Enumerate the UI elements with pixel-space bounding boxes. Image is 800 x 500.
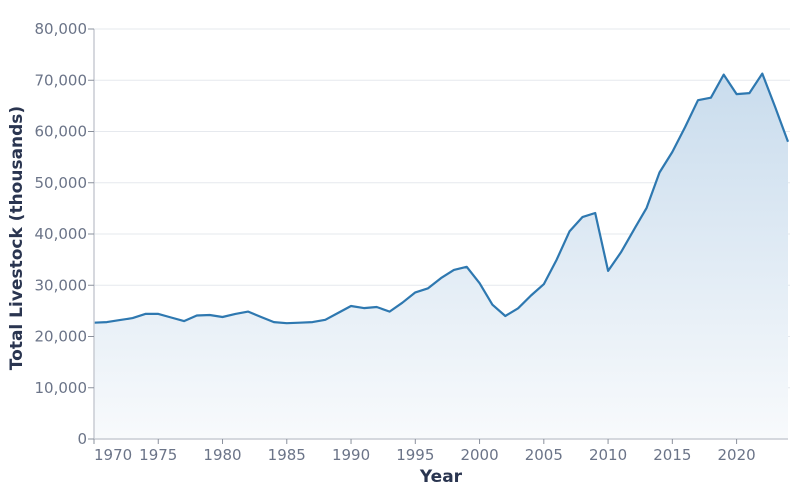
y-tick-label: 80,000 <box>35 20 88 38</box>
x-tick-label: 1985 <box>268 446 306 464</box>
y-tick-label: 20,000 <box>35 328 88 346</box>
y-axis-ticks: 0 10,000 20,000 30,000 40,000 50,000 60,000 70,… <box>35 20 94 448</box>
data-line <box>93 72 790 325</box>
x-tick-label: 2020 <box>717 446 755 464</box>
x-tick-label: 1975 <box>139 446 177 464</box>
x-tick-label: 1995 <box>396 446 434 464</box>
x-tick-label: 1970 <box>94 446 132 464</box>
y-tick-label: 40,000 <box>35 225 88 243</box>
x-tick-label: 1990 <box>332 446 370 464</box>
y-tick-label: 10,000 <box>35 379 88 397</box>
y-tick-label: 30,000 <box>35 276 88 294</box>
x-axis-title: Year <box>419 467 463 487</box>
y-axis-title: Total Livestock (thousands) <box>7 106 27 370</box>
y-tick-label: 0 <box>77 430 87 448</box>
y-tick-label: 50,000 <box>35 174 88 192</box>
x-tick-label: 2005 <box>525 446 563 464</box>
y-tick-label: 70,000 <box>35 71 88 89</box>
y-tick-label: 60,000 <box>35 123 88 141</box>
x-tick-label: 2000 <box>460 446 498 464</box>
x-tick-label: 1980 <box>203 446 241 464</box>
x-tick-label: 2015 <box>653 446 691 464</box>
x-axis-ticks: 1970 1975 1980 1985 1990 1995 2000 2005 2010 2015… <box>93 439 756 464</box>
area-fill <box>94 73 788 439</box>
x-tick-label: 2010 <box>589 446 627 464</box>
